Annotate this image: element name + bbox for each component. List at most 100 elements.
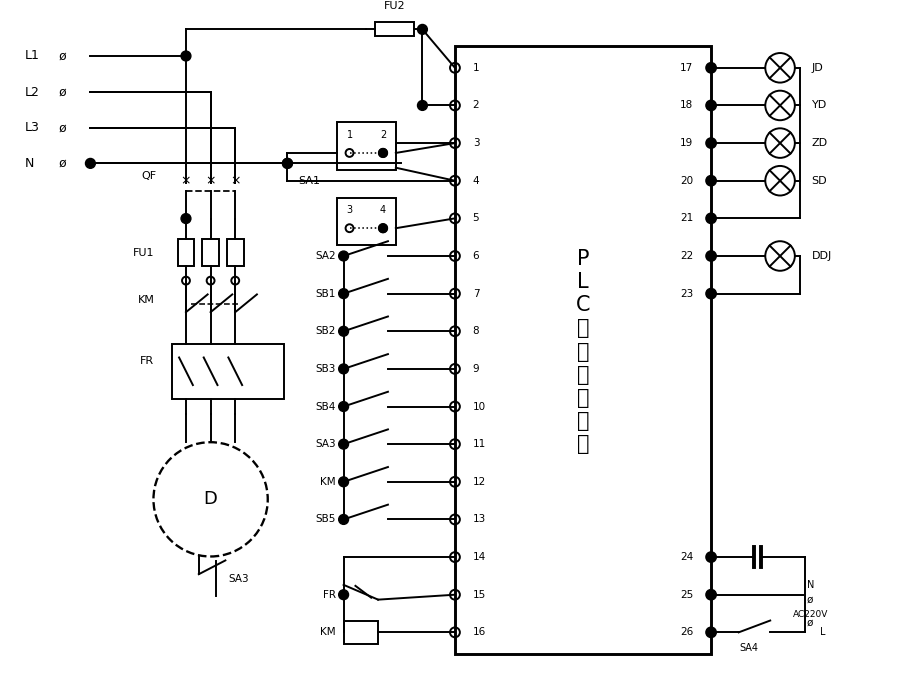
Text: 4: 4 xyxy=(380,206,386,215)
Circle shape xyxy=(338,514,348,525)
Circle shape xyxy=(379,148,388,157)
Bar xyxy=(172,344,284,399)
Bar xyxy=(336,197,396,245)
Text: 7: 7 xyxy=(473,289,479,298)
Bar xyxy=(178,239,194,266)
Text: ø: ø xyxy=(58,122,66,135)
Text: YD: YD xyxy=(812,100,827,111)
Text: SA3: SA3 xyxy=(315,439,336,449)
Text: KM: KM xyxy=(138,295,154,305)
Text: SB4: SB4 xyxy=(316,402,336,412)
Text: 8: 8 xyxy=(473,326,479,336)
Circle shape xyxy=(706,64,715,72)
Text: 21: 21 xyxy=(680,213,694,223)
Circle shape xyxy=(418,25,428,34)
Circle shape xyxy=(338,590,348,600)
Text: 1: 1 xyxy=(346,130,353,140)
Text: D: D xyxy=(204,490,217,508)
Text: 13: 13 xyxy=(473,514,486,525)
Text: 20: 20 xyxy=(680,176,694,186)
Text: QF: QF xyxy=(142,171,156,181)
Text: 19: 19 xyxy=(680,138,694,148)
Text: ×: × xyxy=(230,175,241,188)
Text: SB5: SB5 xyxy=(316,514,336,525)
Circle shape xyxy=(706,590,715,599)
Circle shape xyxy=(338,364,348,374)
Text: 24: 24 xyxy=(680,552,694,562)
Bar xyxy=(202,239,219,266)
Circle shape xyxy=(706,251,715,260)
Circle shape xyxy=(282,158,292,168)
Text: SD: SD xyxy=(812,176,827,186)
Text: ZD: ZD xyxy=(812,138,828,148)
Text: N: N xyxy=(806,580,814,590)
Text: ø: ø xyxy=(806,617,813,628)
Circle shape xyxy=(282,158,292,168)
Text: P
L
C
组
合
控
制
模
块: P L C 组 合 控 制 模 块 xyxy=(575,249,590,454)
Circle shape xyxy=(338,289,348,298)
Circle shape xyxy=(338,251,348,261)
Text: 16: 16 xyxy=(473,628,486,637)
Text: FR: FR xyxy=(323,589,336,600)
Text: SA3: SA3 xyxy=(228,574,249,584)
Circle shape xyxy=(706,289,715,298)
Text: 23: 23 xyxy=(680,289,694,298)
Text: 2: 2 xyxy=(473,100,479,111)
Circle shape xyxy=(181,51,191,61)
Bar xyxy=(336,122,396,169)
Circle shape xyxy=(338,402,348,411)
Circle shape xyxy=(706,628,715,637)
Text: N: N xyxy=(24,157,33,170)
Text: SA4: SA4 xyxy=(739,643,758,653)
Circle shape xyxy=(338,326,348,336)
Text: KM: KM xyxy=(320,477,336,487)
Text: FU2: FU2 xyxy=(383,1,405,11)
Text: 5: 5 xyxy=(473,213,479,223)
Text: ×: × xyxy=(180,175,191,188)
Text: JD: JD xyxy=(812,63,824,73)
Text: L1: L1 xyxy=(24,49,40,62)
Text: FR: FR xyxy=(141,357,154,366)
Text: SB3: SB3 xyxy=(316,364,336,374)
Bar xyxy=(455,46,711,654)
Text: SA1: SA1 xyxy=(298,176,320,186)
Text: ×: × xyxy=(206,175,216,188)
Circle shape xyxy=(338,477,348,487)
Text: L: L xyxy=(821,628,826,637)
Bar xyxy=(374,23,414,36)
Text: 15: 15 xyxy=(473,589,486,600)
Circle shape xyxy=(706,101,715,110)
Circle shape xyxy=(706,139,715,148)
Text: 3: 3 xyxy=(473,138,479,148)
Circle shape xyxy=(338,439,348,449)
Text: 17: 17 xyxy=(680,63,694,73)
Text: AC220V: AC220V xyxy=(793,610,828,619)
Text: 1: 1 xyxy=(473,63,479,73)
Text: 6: 6 xyxy=(473,251,479,261)
Text: SB1: SB1 xyxy=(316,289,336,298)
Text: 9: 9 xyxy=(473,364,479,374)
Text: 4: 4 xyxy=(473,176,479,186)
Text: 18: 18 xyxy=(680,100,694,111)
Text: ø: ø xyxy=(58,157,66,170)
Circle shape xyxy=(418,100,428,111)
Bar xyxy=(227,239,244,266)
Circle shape xyxy=(379,224,388,233)
Text: 11: 11 xyxy=(473,439,486,449)
Text: 12: 12 xyxy=(473,477,486,487)
Circle shape xyxy=(86,158,96,168)
Text: 10: 10 xyxy=(473,402,486,412)
Circle shape xyxy=(706,214,715,223)
Text: FU1: FU1 xyxy=(133,248,154,258)
Text: SA2: SA2 xyxy=(315,251,336,261)
Text: L2: L2 xyxy=(24,86,40,99)
Circle shape xyxy=(706,553,715,561)
Text: 22: 22 xyxy=(680,251,694,261)
Text: ø: ø xyxy=(806,595,813,604)
Text: 14: 14 xyxy=(473,552,486,562)
Text: KM: KM xyxy=(320,628,336,637)
Text: 2: 2 xyxy=(380,130,386,140)
Circle shape xyxy=(706,176,715,185)
Text: ø: ø xyxy=(58,86,66,99)
Bar xyxy=(344,621,378,644)
